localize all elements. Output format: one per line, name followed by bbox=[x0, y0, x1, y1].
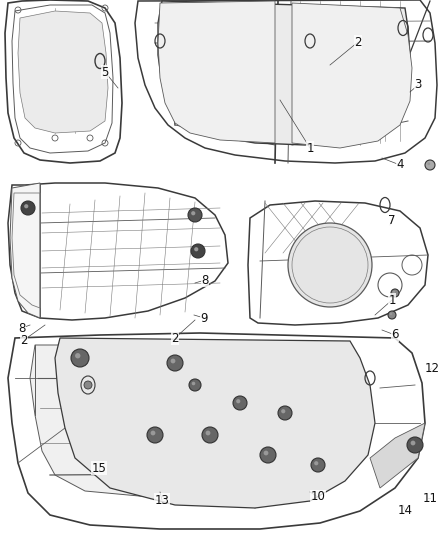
Text: 3: 3 bbox=[414, 78, 422, 92]
Polygon shape bbox=[292, 3, 412, 148]
Circle shape bbox=[71, 349, 89, 367]
Polygon shape bbox=[158, 1, 410, 145]
Circle shape bbox=[188, 208, 202, 222]
Circle shape bbox=[311, 458, 325, 472]
Circle shape bbox=[278, 406, 292, 420]
Text: 4: 4 bbox=[396, 158, 404, 172]
Circle shape bbox=[314, 461, 318, 465]
Text: 5: 5 bbox=[101, 66, 109, 78]
Circle shape bbox=[151, 431, 155, 435]
Text: 2: 2 bbox=[354, 36, 362, 49]
Circle shape bbox=[192, 382, 195, 385]
Circle shape bbox=[425, 160, 435, 170]
Text: 2: 2 bbox=[20, 334, 28, 346]
Circle shape bbox=[407, 437, 423, 453]
Circle shape bbox=[390, 313, 392, 315]
Circle shape bbox=[75, 353, 81, 359]
Circle shape bbox=[24, 204, 28, 208]
Circle shape bbox=[205, 431, 210, 435]
Text: 12: 12 bbox=[424, 361, 438, 375]
Text: 8: 8 bbox=[201, 273, 208, 287]
Text: 1: 1 bbox=[388, 294, 396, 306]
Text: 11: 11 bbox=[423, 491, 438, 505]
Text: 1: 1 bbox=[306, 141, 314, 155]
Text: 13: 13 bbox=[155, 494, 170, 506]
Circle shape bbox=[147, 427, 163, 443]
Circle shape bbox=[233, 396, 247, 410]
Text: 10: 10 bbox=[311, 490, 325, 504]
Circle shape bbox=[21, 201, 35, 215]
Polygon shape bbox=[18, 11, 108, 133]
Circle shape bbox=[191, 211, 195, 215]
Text: 2: 2 bbox=[171, 332, 179, 344]
Polygon shape bbox=[55, 338, 375, 508]
Circle shape bbox=[191, 244, 205, 258]
Circle shape bbox=[202, 427, 218, 443]
Circle shape bbox=[260, 447, 276, 463]
Circle shape bbox=[84, 381, 92, 389]
Circle shape bbox=[288, 223, 372, 307]
Circle shape bbox=[236, 399, 240, 403]
Circle shape bbox=[427, 162, 430, 165]
Circle shape bbox=[410, 441, 415, 446]
Polygon shape bbox=[370, 423, 425, 488]
Circle shape bbox=[194, 247, 198, 252]
Circle shape bbox=[170, 359, 175, 364]
Circle shape bbox=[388, 311, 396, 319]
Text: 15: 15 bbox=[92, 462, 106, 474]
Circle shape bbox=[281, 409, 285, 414]
Text: 14: 14 bbox=[398, 504, 413, 516]
Text: 9: 9 bbox=[200, 311, 208, 325]
Circle shape bbox=[189, 379, 201, 391]
Polygon shape bbox=[10, 183, 40, 318]
Circle shape bbox=[391, 289, 399, 297]
Text: 7: 7 bbox=[388, 214, 396, 227]
Polygon shape bbox=[30, 345, 362, 497]
Text: 8: 8 bbox=[18, 321, 26, 335]
Circle shape bbox=[393, 291, 395, 293]
Text: 6: 6 bbox=[391, 328, 399, 342]
Polygon shape bbox=[158, 1, 275, 143]
Circle shape bbox=[167, 355, 183, 371]
Circle shape bbox=[264, 450, 268, 455]
